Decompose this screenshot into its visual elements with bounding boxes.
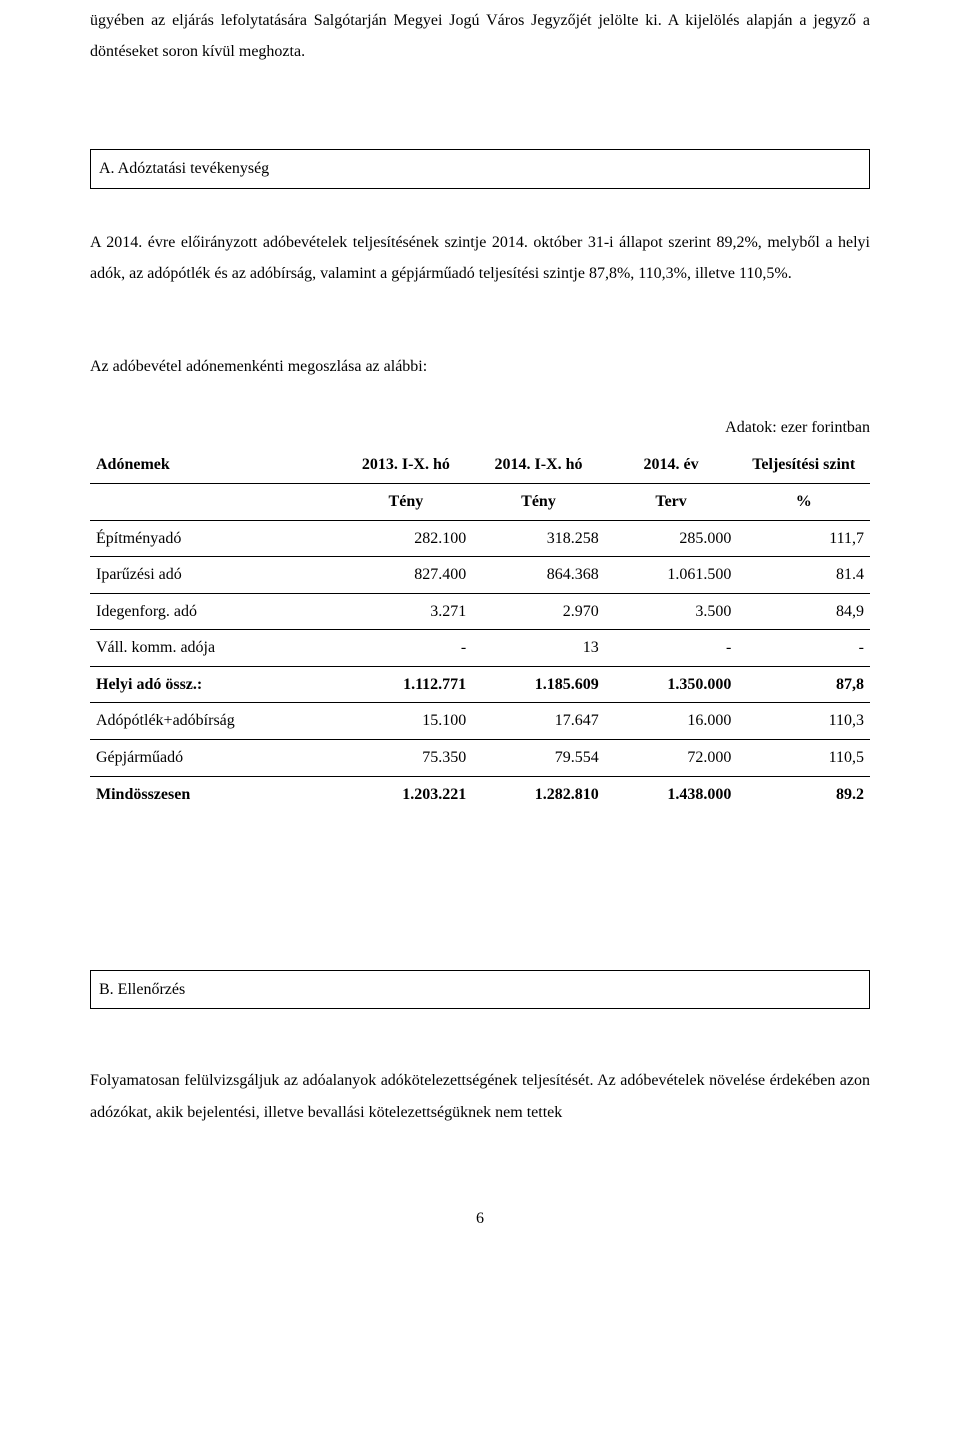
section-b-p1: Folyamatosan felülvizsgáljuk az adóalany…: [90, 1065, 870, 1127]
spacer: [90, 1047, 870, 1065]
row-cell: 16.000: [605, 703, 738, 740]
row-cell: 282.100: [340, 520, 473, 557]
subheader-terv: Terv: [605, 483, 738, 520]
table-row: Gépjárműadó75.35079.55472.000110,5: [90, 740, 870, 777]
row-cell: -: [340, 630, 473, 667]
spacer: [90, 830, 870, 900]
row-cell: 285.000: [605, 520, 738, 557]
section-b-heading-box: B. Ellenőrzés: [90, 970, 870, 1009]
row-cell: 1.185.609: [472, 666, 605, 703]
row-cell: 827.400: [340, 557, 473, 594]
row-cell: 72.000: [605, 740, 738, 777]
row-cell: 3.500: [605, 593, 738, 630]
intro-paragraph: ügyében az eljárás lefolytatására Salgót…: [90, 5, 870, 67]
header-teljesitesi: Teljesítési szint: [737, 447, 870, 483]
section-a-heading-box: A. Adóztatási tevékenység: [90, 149, 870, 188]
subheader-percent: %: [737, 483, 870, 520]
row-label: Gépjárműadó: [90, 740, 340, 777]
row-cell: 3.271: [340, 593, 473, 630]
row-cell: 1.350.000: [605, 666, 738, 703]
section-a-p2: Az adóbevétel adónemenkénti megoszlása a…: [90, 351, 870, 382]
spacer: [90, 79, 870, 111]
page-number: 6: [90, 1203, 870, 1234]
row-cell: 89.2: [737, 776, 870, 812]
table-row: Mindösszesen1.203.2211.282.8101.438.0008…: [90, 776, 870, 812]
header-2013: 2013. I-X. hó: [340, 447, 473, 483]
table-row: Adópótlék+adóbírság15.10017.64716.000110…: [90, 703, 870, 740]
table-caption: Adatok: ezer forintban: [90, 412, 870, 443]
section-a-heading: A. Adóztatási tevékenység: [99, 160, 269, 177]
section-a-p1: A 2014. évre előirányzott adóbevételek t…: [90, 227, 870, 289]
row-label: Mindösszesen: [90, 776, 340, 812]
header-2014-ev: 2014. év: [605, 447, 738, 483]
row-cell: 15.100: [340, 703, 473, 740]
spacer: [90, 301, 870, 351]
row-cell: 864.368: [472, 557, 605, 594]
row-cell: 1.112.771: [340, 666, 473, 703]
row-label: Építményadó: [90, 520, 340, 557]
row-cell: 1.282.810: [472, 776, 605, 812]
row-cell: 79.554: [472, 740, 605, 777]
row-cell: 13: [472, 630, 605, 667]
header-2014-ho: 2014. I-X. hó: [472, 447, 605, 483]
row-cell: -: [605, 630, 738, 667]
row-cell: 81.4: [737, 557, 870, 594]
row-cell: 110,5: [737, 740, 870, 777]
row-cell: 111,7: [737, 520, 870, 557]
subheader-teny1: Tény: [340, 483, 473, 520]
row-cell: 17.647: [472, 703, 605, 740]
row-cell: 87,8: [737, 666, 870, 703]
spacer: [90, 900, 870, 932]
subheader-teny2: Tény: [472, 483, 605, 520]
row-cell: -: [737, 630, 870, 667]
row-cell: 1.203.221: [340, 776, 473, 812]
row-label: Adópótlék+adóbírság: [90, 703, 340, 740]
subheader-blank: [90, 483, 340, 520]
table-row: Építményadó282.100318.258285.000111,7: [90, 520, 870, 557]
table-row: Iparűzési adó827.400864.3681.061.50081.4: [90, 557, 870, 594]
table-row: Idegenforg. adó3.2712.9703.50084,9: [90, 593, 870, 630]
header-adonemek: Adónemek: [90, 447, 340, 483]
row-cell: 75.350: [340, 740, 473, 777]
spacer: [90, 394, 870, 412]
tax-revenue-table: Adónemek 2013. I-X. hó 2014. I-X. hó 201…: [90, 447, 870, 812]
row-cell: 1.438.000: [605, 776, 738, 812]
row-cell: 110,3: [737, 703, 870, 740]
row-label: Idegenforg. adó: [90, 593, 340, 630]
row-cell: 318.258: [472, 520, 605, 557]
row-cell: 1.061.500: [605, 557, 738, 594]
row-label: Helyi adó össz.:: [90, 666, 340, 703]
table-row: Váll. komm. adója-13--: [90, 630, 870, 667]
row-cell: 2.970: [472, 593, 605, 630]
row-label: Váll. komm. adója: [90, 630, 340, 667]
row-cell: 84,9: [737, 593, 870, 630]
table-row: Helyi adó össz.:1.112.7711.185.6091.350.…: [90, 666, 870, 703]
row-label: Iparűzési adó: [90, 557, 340, 594]
table-subheader-row: Tény Tény Terv %: [90, 483, 870, 520]
section-b-heading: B. Ellenőrzés: [99, 981, 185, 998]
table-header-row: Adónemek 2013. I-X. hó 2014. I-X. hó 201…: [90, 447, 870, 483]
